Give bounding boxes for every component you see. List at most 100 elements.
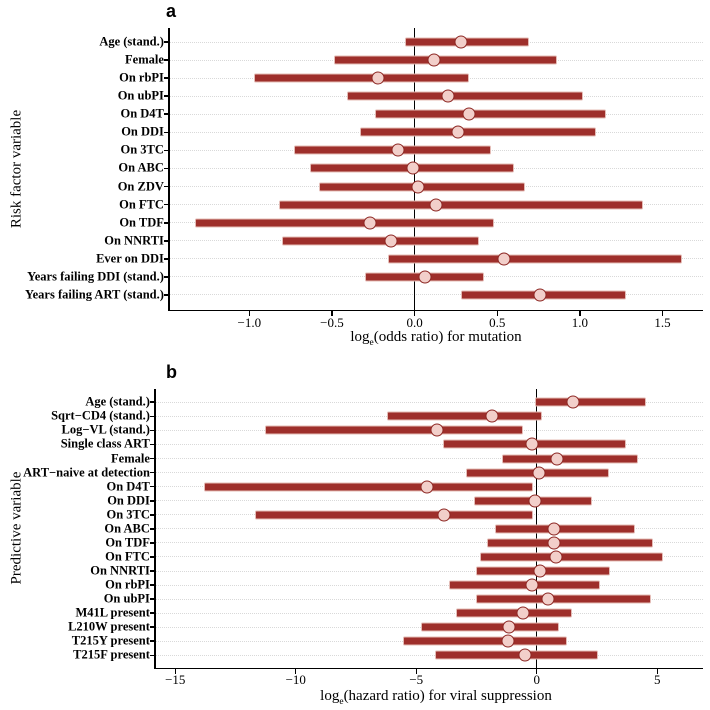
category-tick — [149, 640, 155, 643]
estimate-point — [371, 71, 385, 85]
category-label: On D4T — [106, 479, 150, 494]
category-tick — [163, 276, 169, 278]
category-tick — [163, 239, 169, 242]
x-tick-label: 1.0 — [571, 315, 588, 330]
confidence-interval-bar — [456, 608, 572, 618]
estimate-point — [532, 466, 546, 480]
estimate-point — [406, 161, 420, 175]
estimate-point — [418, 270, 432, 284]
category-tick — [149, 542, 155, 544]
panel-b-label: b — [166, 362, 177, 382]
category-label: On ubPI — [117, 88, 164, 103]
category-tick — [163, 203, 169, 206]
grid-line — [156, 570, 703, 572]
estimate-point — [533, 288, 547, 302]
x-tick-label: −10 — [285, 672, 306, 687]
category-label: Single class ART — [60, 436, 150, 451]
x-axis-tick — [174, 669, 176, 674]
category-tick — [149, 598, 155, 600]
x-tick-label: 0.0 — [406, 315, 423, 330]
category-tick — [163, 131, 169, 134]
category-label: On 3TC — [120, 142, 164, 157]
confidence-interval-bar — [434, 650, 598, 660]
y-axis-line — [154, 389, 156, 670]
grid-line — [156, 542, 703, 544]
category-label: Ever on DDI — [96, 251, 164, 266]
estimate-point — [533, 564, 547, 578]
category-tick — [149, 626, 155, 629]
x-tick-label: 0.5 — [489, 315, 506, 330]
confidence-interval-bar — [486, 538, 654, 548]
category-tick — [149, 415, 155, 418]
grid-line — [156, 584, 703, 586]
category-label: On TDF — [119, 215, 164, 230]
x-tick-label: 1.5 — [654, 315, 671, 330]
estimate-point — [427, 53, 441, 67]
category-tick — [149, 429, 155, 432]
x-axis-tick — [661, 311, 664, 316]
confidence-interval-bar — [279, 200, 643, 210]
estimate-point — [550, 452, 564, 466]
category-tick — [149, 654, 155, 657]
category-tick — [163, 95, 169, 98]
x-axis-tick — [579, 311, 581, 316]
confidence-interval-bar — [475, 594, 652, 604]
x-axis-line — [168, 309, 703, 312]
grid-line — [156, 556, 703, 558]
confidence-interval-bar — [421, 622, 559, 632]
confidence-interval-bar — [502, 454, 639, 464]
estimate-point — [502, 620, 516, 634]
panel-b-y-axis-title: Predictive variable — [8, 471, 25, 585]
x-tick-label: 0 — [533, 672, 540, 687]
category-tick — [163, 59, 169, 61]
category-label: Age (stand.) — [85, 394, 150, 409]
estimate-point — [497, 252, 511, 266]
category-label: Age (stand.) — [99, 34, 164, 49]
estimate-point — [516, 606, 529, 620]
category-label: On DDI — [121, 124, 164, 139]
category-label: On ZDV — [117, 179, 164, 194]
panel-a-y-axis-title: Risk factor variable — [8, 109, 25, 229]
confidence-interval-bar — [333, 55, 557, 65]
category-label: On NNRTI — [104, 233, 164, 248]
confidence-interval-bar — [204, 482, 533, 492]
x-axis-tick — [248, 311, 251, 316]
grid-line — [156, 443, 703, 445]
category-label: On 3TC — [106, 507, 150, 522]
category-tick — [149, 443, 155, 446]
estimate-point — [549, 550, 563, 564]
category-label: On FTC — [105, 549, 150, 564]
grid-line — [156, 654, 703, 656]
category-tick — [149, 527, 155, 530]
estimate-point — [441, 89, 455, 103]
confidence-interval-bar — [386, 411, 542, 421]
category-tick — [163, 41, 169, 43]
confidence-interval-bar — [346, 91, 584, 101]
estimate-point — [525, 578, 539, 592]
estimate-point — [451, 125, 465, 139]
x-tick-label: −0.5 — [320, 315, 344, 330]
x-axis-tick — [413, 311, 416, 316]
confidence-interval-bar — [254, 510, 534, 520]
category-tick — [149, 556, 155, 558]
category-tick — [163, 113, 169, 116]
confidence-interval-bar — [479, 552, 663, 562]
category-tick — [163, 77, 169, 79]
confidence-interval-bar — [495, 524, 635, 534]
estimate-point — [547, 536, 561, 550]
category-tick — [163, 167, 169, 170]
grid-line — [156, 500, 703, 502]
x-title-text: (hazard ratio) for viral suppression — [343, 688, 552, 704]
estimate-point — [454, 35, 468, 49]
grid-line — [156, 472, 703, 474]
confidence-interval-bar — [449, 580, 601, 590]
x-tick-label: 5 — [653, 672, 661, 687]
category-label: Female — [111, 451, 150, 466]
category-label: On ubPI — [103, 591, 150, 606]
grid-line — [156, 401, 703, 403]
category-label: T215F present — [73, 647, 150, 662]
category-label: Years failing ART (stand.) — [24, 287, 164, 302]
x-axis-tick — [536, 669, 538, 674]
x-title-text: log — [350, 329, 370, 345]
